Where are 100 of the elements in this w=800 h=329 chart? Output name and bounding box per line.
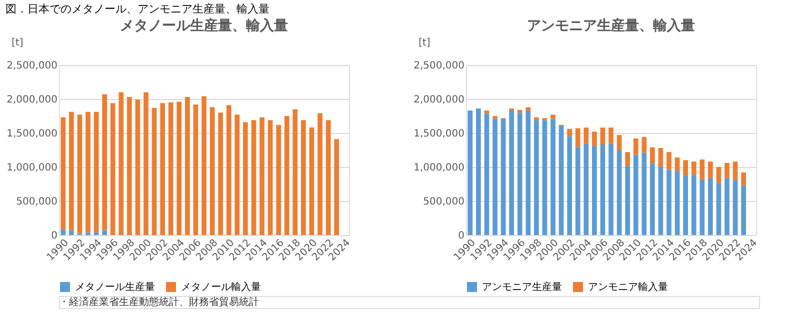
bar [468,110,473,235]
bar [575,147,580,235]
bar [77,114,82,234]
legend-label: メタノール生産量 [75,281,155,293]
y-tick-label: 2,000,000 [414,94,464,106]
bar [185,96,190,235]
bar [608,128,614,144]
bar [558,126,564,235]
bar [509,110,514,235]
bar [592,132,597,146]
bar [700,160,705,180]
bar [608,143,614,235]
bar [633,154,638,235]
y-tick-label: 1,500,000 [6,128,58,140]
bar [60,117,66,230]
bar [102,94,107,230]
y-axis-title: [t] [418,38,430,48]
bar [691,175,696,235]
bar [268,120,273,235]
bar [484,113,490,235]
bar [94,112,99,232]
bar [708,178,713,235]
bar [575,128,580,148]
text: ・経済産業省生産動態統計、財務省貿易統計 [59,296,259,308]
bar [276,124,281,235]
bar [674,171,680,235]
bar [492,116,498,119]
bar [683,175,688,235]
bar [284,116,290,235]
bar [567,128,572,136]
bar [210,107,215,235]
bar [135,100,140,235]
bar [292,109,298,235]
bar [584,144,589,235]
bar [152,108,157,235]
bar [542,120,548,235]
y-tick-label: 2,500,000 [6,60,58,72]
bar [600,128,606,145]
bar [724,178,730,235]
bar [301,120,306,235]
bar [118,92,124,235]
bar [500,118,506,235]
bar [69,112,74,230]
bar [658,167,664,235]
bar [700,180,705,235]
bar [534,120,539,235]
bar [584,128,589,144]
y-axis-title: [t] [12,38,24,48]
text: 図．日本でのメタノール、アンモニア生産量、輸入量 [6,2,270,16]
bar [127,96,132,235]
y-tick-label: 1,000,000 [414,162,464,174]
bar [616,150,622,235]
bar [69,230,74,235]
bar [567,136,572,235]
bar [708,162,713,178]
bar [334,139,339,235]
bar [625,166,630,235]
bar [526,110,531,235]
bar [716,167,722,183]
bar [86,112,90,232]
chart-title: メタノール生産量、輸入量 [120,17,288,34]
y-tick-label: 500,000 [16,196,58,208]
legend-label: メタノール輸入量 [181,281,261,293]
bar [218,112,223,235]
bar [625,152,630,166]
bar [724,162,730,178]
bar [144,92,148,235]
bar [592,146,597,235]
bar [732,180,738,235]
bar [110,103,116,235]
bar [741,172,746,186]
bar [160,103,165,235]
bar [176,102,182,235]
bar [260,117,264,235]
bar [650,164,655,235]
bar [642,137,647,153]
bar [234,114,240,235]
chart-title: アンモニア生産量、輸入量 [527,17,695,34]
bar [60,230,66,235]
y-tick-label: 0 [51,230,58,242]
bar [642,152,647,235]
bar [102,230,107,235]
y-tick-label: 2,500,000 [414,60,464,72]
bar [633,138,638,155]
bar [492,118,498,235]
bar [550,118,556,235]
bar [732,162,738,180]
bar [741,185,746,235]
y-tick-label: 2,000,000 [6,94,58,106]
y-tick-label: 1,500,000 [414,128,464,140]
bar [666,152,672,170]
bar [650,147,655,164]
bar [517,112,522,235]
bar [526,107,531,111]
y-tick-label: 0 [458,230,464,242]
bar [517,110,522,113]
bar [600,144,606,235]
bar [193,104,198,235]
bar [226,105,232,235]
y-tick-label: 1,000,000 [6,162,58,174]
